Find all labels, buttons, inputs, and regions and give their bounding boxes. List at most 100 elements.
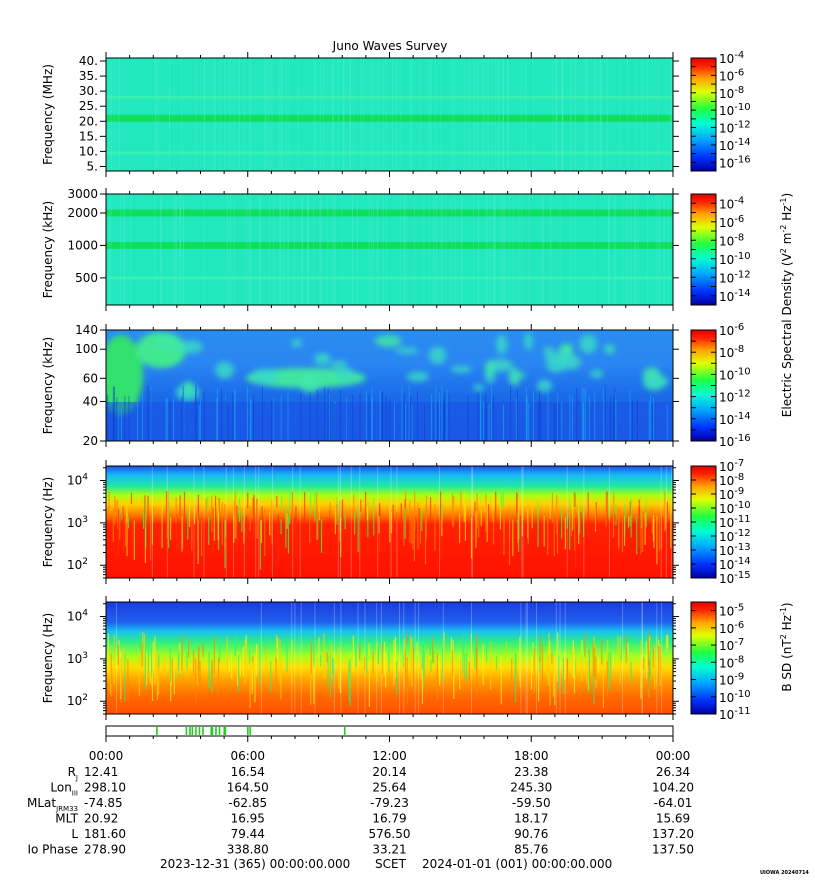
- vertical-spike: [656, 515, 658, 565]
- speckle: [353, 58, 355, 171]
- vertical-spike: [548, 633, 550, 667]
- patch: [253, 368, 278, 384]
- row-value: -59.50: [512, 796, 551, 810]
- vertical-spike: [213, 635, 216, 674]
- vertical-streak: [510, 385, 512, 441]
- speckle: [287, 194, 289, 305]
- interference-line: [350, 466, 352, 578]
- speckle: [601, 58, 603, 171]
- colorbar-label: 10-12: [719, 389, 751, 405]
- vertical-spike: [573, 647, 575, 662]
- interference-line: [396, 466, 398, 578]
- vertical-streak: [128, 395, 130, 441]
- speckle: [403, 194, 405, 305]
- row-value: 16.79: [372, 812, 406, 826]
- vertical-spike: [531, 503, 533, 529]
- row-value: 33.21: [372, 843, 406, 857]
- vertical-spike: [413, 517, 416, 562]
- vertical-spike: [569, 500, 571, 550]
- speckle: [203, 58, 205, 171]
- speckle: [155, 58, 157, 171]
- speckle: [260, 194, 262, 305]
- vertical-spike: [607, 639, 609, 661]
- vertical-spike: [109, 645, 112, 695]
- vertical-spike: [326, 652, 328, 663]
- vertical-spike: [359, 643, 361, 661]
- vertical-spike: [133, 520, 135, 560]
- y-tick-label: 104: [67, 473, 88, 488]
- speckle: [243, 58, 245, 171]
- interference-line: [291, 602, 293, 714]
- vertical-streak: [540, 400, 542, 441]
- vertical-streak: [604, 385, 606, 441]
- speckle: [502, 194, 504, 305]
- vertical-spike: [459, 652, 461, 690]
- speckle: [368, 194, 370, 305]
- vertical-spike: [353, 494, 355, 516]
- vertical-spike: [151, 496, 154, 545]
- speckle: [494, 194, 496, 305]
- vertical-spike: [202, 643, 204, 658]
- vertical-spike: [368, 660, 370, 707]
- colorbar-label: 10-6: [719, 67, 744, 83]
- vertical-spike: [566, 658, 569, 695]
- vertical-spike: [348, 660, 350, 702]
- speckle: [562, 58, 564, 171]
- vertical-streak: [150, 387, 152, 441]
- emission-band: [106, 151, 673, 155]
- patch: [374, 334, 402, 348]
- speckle: [404, 194, 406, 305]
- vertical-spike: [417, 502, 419, 549]
- speckle: [297, 58, 299, 171]
- vertical-spike: [389, 504, 391, 543]
- speckle: [633, 194, 635, 305]
- vertical-spike: [402, 654, 404, 669]
- vertical-spike: [256, 498, 258, 538]
- vertical-streak: [650, 395, 652, 441]
- patch: [472, 384, 485, 392]
- event-marker: [223, 727, 226, 735]
- interference-line: [333, 602, 335, 714]
- vertical-spike: [276, 495, 278, 508]
- vertical-spike: [630, 498, 632, 538]
- patch: [496, 334, 508, 355]
- vertical-spike: [352, 635, 354, 673]
- vertical-spike: [595, 656, 597, 681]
- speckle: [249, 194, 251, 305]
- vertical-spike: [309, 494, 312, 515]
- colorbar-label: 10-16: [719, 433, 751, 449]
- y-tick-label: 35.: [79, 69, 98, 83]
- vertical-spike: [124, 653, 126, 702]
- speckle: [337, 58, 339, 171]
- interference-line: [665, 466, 667, 578]
- patch: [395, 347, 419, 354]
- vertical-spike: [556, 514, 559, 554]
- vertical-streak: [557, 393, 559, 441]
- speckle: [405, 194, 407, 305]
- patch: [106, 335, 143, 415]
- vertical-streak: [365, 391, 367, 441]
- vertical-streak: [280, 394, 282, 441]
- interference-line: [299, 466, 301, 578]
- vertical-streak: [588, 394, 590, 441]
- speckle: [319, 194, 321, 305]
- interference-line: [380, 602, 382, 714]
- speckle: [399, 194, 401, 305]
- colorbar-label-exponent: -10: [734, 366, 750, 377]
- speckle: [637, 194, 639, 305]
- vertical-spike: [655, 636, 657, 685]
- vertical-spike: [228, 658, 230, 673]
- y-tick-exponent: 3: [82, 515, 88, 525]
- vertical-spike: [259, 520, 262, 570]
- vertical-spike: [364, 656, 366, 670]
- vertical-streak: [261, 386, 263, 441]
- colorbar-label: 10-8: [719, 344, 744, 360]
- speckle: [168, 58, 170, 171]
- event-marker: [343, 727, 346, 735]
- vertical-spike: [500, 655, 502, 705]
- speckle: [109, 58, 111, 171]
- vertical-spike: [537, 509, 539, 547]
- speckle: [586, 58, 588, 171]
- speckle: [600, 58, 602, 171]
- spectrogram-1-image: [106, 58, 673, 171]
